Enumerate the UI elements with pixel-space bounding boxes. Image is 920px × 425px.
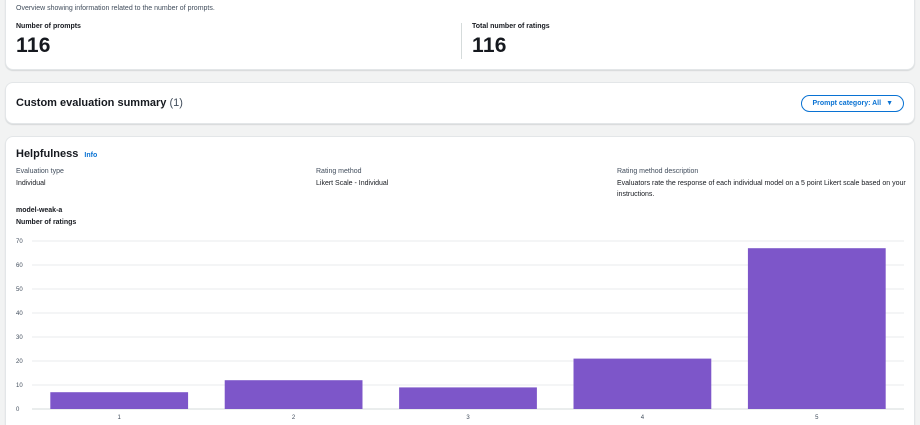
y-tick-label: 60 xyxy=(16,263,23,269)
y-tick-label: 70 xyxy=(16,239,23,245)
y-tick-label: 30 xyxy=(16,335,23,341)
rating-method-description-label: Rating method description xyxy=(617,168,699,175)
evaluation-type-value: Individual xyxy=(16,180,46,187)
x-tick-label: 3 xyxy=(466,415,470,421)
ratings-count-label: Total number of ratings xyxy=(472,23,550,30)
y-tick-label: 10 xyxy=(16,383,23,389)
summary-title: Custom evaluation summary (1) xyxy=(16,97,183,109)
x-tick-label: 1 xyxy=(118,415,122,421)
prompt-category-filter-button[interactable]: Prompt category: All ▼ xyxy=(801,95,904,112)
ratings-count-value: 116 xyxy=(472,34,507,57)
y-tick-label: 50 xyxy=(16,287,23,293)
bar-rating-1[interactable] xyxy=(50,392,189,409)
rating-method-description-value: Evaluators rate the response of each ind… xyxy=(617,180,906,198)
bar-rating-2[interactable] xyxy=(224,380,363,409)
metric-title: Helpfulness Info xyxy=(16,148,97,160)
caret-down-icon: ▼ xyxy=(886,100,893,107)
evaluation-type-label: Evaluation type xyxy=(16,168,64,175)
chart-y-label: Number of ratings xyxy=(16,219,77,226)
summary-title-text: Custom evaluation summary xyxy=(16,97,167,109)
prompt-category-filter-label: Prompt category: All xyxy=(812,100,882,107)
metric-title-text: Helpfulness xyxy=(16,148,79,160)
stat-divider xyxy=(461,23,462,59)
prompts-count-value: 116 xyxy=(16,34,51,57)
summary-count: (1) xyxy=(169,97,183,109)
y-tick-label: 0 xyxy=(16,407,20,413)
prompts-count-label: Number of prompts xyxy=(16,23,81,30)
summary-card: Custom evaluation summary (1) Prompt cat… xyxy=(5,82,915,124)
x-tick-label: 5 xyxy=(815,415,819,421)
ratings-bar-chart: 0 10 20 30 40 50 60 70 1 2 3 4 5 xyxy=(16,239,904,421)
model-name: model-weak-a xyxy=(16,207,63,214)
x-tick-label: 2 xyxy=(292,415,296,421)
helpfulness-metric-card: Helpfulness Info Evaluation type Individ… xyxy=(5,136,915,425)
x-tick-label: 4 xyxy=(641,415,645,421)
info-link[interactable]: Info xyxy=(84,152,98,159)
overview-card: Overview showing information related to … xyxy=(5,0,915,70)
bar-rating-4[interactable] xyxy=(573,358,712,409)
rating-method-value: Likert Scale - Individual xyxy=(316,180,389,187)
y-tick-label: 20 xyxy=(16,359,23,365)
overview-description: Overview showing information related to … xyxy=(16,5,215,12)
y-tick-label: 40 xyxy=(16,311,23,317)
bar-rating-3[interactable] xyxy=(399,387,537,409)
bar-rating-5[interactable] xyxy=(747,248,886,409)
rating-method-label: Rating method xyxy=(316,168,362,175)
